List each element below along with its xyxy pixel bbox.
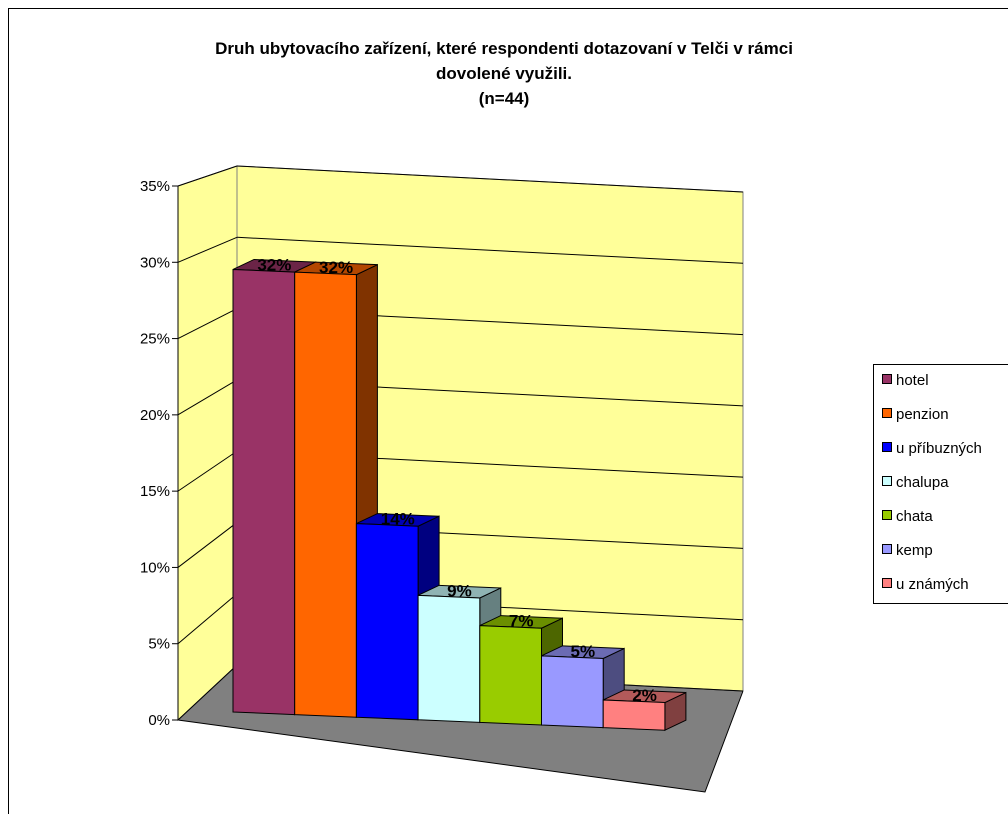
chart-title: Druh ubytovacího zařízení, které respond… (0, 36, 1008, 111)
data-label: 14% (381, 510, 415, 529)
chart-title-line-3: (n=44) (478, 89, 530, 108)
gridline-back (236, 165, 744, 193)
bar-u příbuzných (355, 523, 419, 721)
chart-title-line-2: dovolené využili. (435, 64, 573, 83)
bar-chalupa (417, 594, 481, 723)
bar-chata (479, 625, 542, 726)
gridline-side (177, 522, 238, 568)
bar-kemp (541, 655, 604, 729)
gridline-side (177, 379, 238, 416)
legend-swatch (882, 374, 892, 384)
data-label: 7% (509, 612, 534, 631)
legend-label: penzion (896, 406, 949, 423)
legend-label: kemp (896, 542, 933, 559)
y-tick-label: 0% (148, 712, 170, 729)
bar-u známých (602, 699, 666, 731)
data-label: 5% (571, 642, 596, 661)
legend-label: u známých (896, 576, 969, 593)
legend-item: penzion (882, 405, 949, 425)
chart-legend: hotel penzion u příbuzných chalupa chata kemp… (873, 364, 1008, 604)
y-tick-label: 15% (140, 483, 170, 500)
y-tick-label: 30% (140, 254, 170, 271)
chart-side-wall (177, 165, 238, 722)
data-label: 32% (257, 255, 291, 274)
gridline-side (177, 593, 238, 645)
bar-hotel (232, 268, 296, 716)
legend-label: hotel (896, 372, 929, 389)
legend-swatch (882, 544, 892, 554)
y-tick-label: 25% (140, 331, 170, 348)
gridline-side (177, 308, 238, 340)
data-label: 2% (632, 686, 657, 705)
chart-frame (8, 8, 1008, 814)
y-tick-label: 5% (148, 636, 170, 653)
legend-label: u příbuzných (896, 440, 982, 457)
legend-label: chalupa (896, 474, 949, 491)
legend-swatch (882, 578, 892, 588)
legend-swatch (882, 510, 892, 520)
data-label: 9% (447, 581, 472, 600)
legend-item: hotel (882, 371, 929, 391)
gridline-side (177, 236, 238, 263)
y-tick-label: 20% (140, 407, 170, 424)
data-label: 32% (319, 258, 353, 277)
chart-title-line-1: Druh ubytovacího zařízení, které respond… (215, 39, 793, 58)
legend-item: chalupa (882, 473, 949, 493)
y-tick-label: 35% (140, 178, 170, 195)
legend-item: kemp (882, 541, 933, 561)
gridline-side (177, 165, 238, 187)
legend-swatch (882, 408, 892, 418)
gridline-side (177, 450, 238, 492)
legend-swatch (882, 442, 892, 452)
bar-penzion (294, 271, 357, 718)
legend-swatch (882, 476, 892, 486)
y-tick-label: 10% (140, 559, 170, 576)
legend-item: u známých (882, 575, 969, 595)
legend-item: chata (882, 507, 933, 527)
gridline-side (177, 664, 238, 721)
gridline-back (236, 236, 744, 264)
legend-item: u příbuzných (882, 439, 982, 459)
legend-label: chata (896, 508, 933, 525)
